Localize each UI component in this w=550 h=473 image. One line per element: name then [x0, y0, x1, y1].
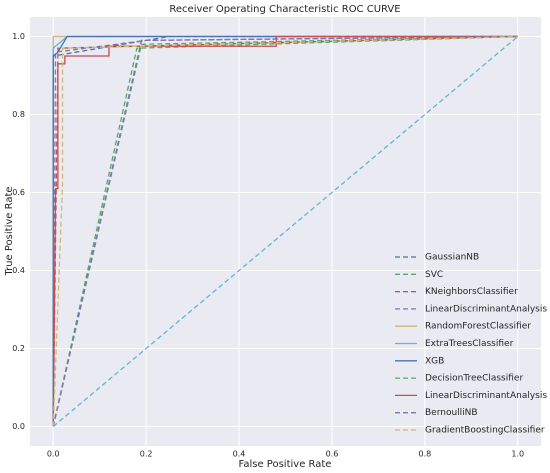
legend-label: ExtraTreesClassifier	[425, 339, 514, 349]
y-tick-label: 0.0	[12, 422, 25, 431]
legend-label: BernoulliNB	[425, 408, 478, 418]
x-tick-label: 0.0	[47, 450, 60, 459]
y-tick-label: 1.0	[12, 32, 25, 41]
legend-label: LinearDiscriminantAnalysis	[425, 304, 547, 314]
y-tick-label: 0.8	[12, 110, 25, 119]
y-axis-label: True Positive Rate	[4, 186, 15, 276]
legend-label: SVC	[425, 270, 443, 280]
legend-label: GradientBoostingClassifier	[425, 426, 545, 436]
chart-title: Receiver Operating Characteristic ROC CU…	[169, 4, 400, 15]
legend-label: KNeighborsClassifier	[425, 287, 518, 297]
x-tick-label: 0.6	[326, 450, 339, 459]
legend-label: LinearDiscriminantAnalysis	[425, 391, 547, 401]
legend-label: RandomForestClassifier	[425, 322, 531, 332]
x-tick-label: 0.2	[140, 450, 153, 459]
y-tick-label: 0.6	[12, 188, 25, 197]
series-line	[52, 35, 518, 427]
reference-line	[52, 36, 519, 427]
series-line	[52, 35, 518, 427]
legend-label: XGB	[425, 356, 444, 366]
x-tick-label: 1.0	[511, 450, 524, 459]
y-tick-label: 0.4	[12, 266, 25, 275]
series-line	[52, 35, 518, 427]
legend-label: GaussianNB	[425, 253, 479, 263]
legend-label: DecisionTreeClassifier	[425, 374, 523, 384]
x-tick-label: 0.8	[418, 450, 431, 459]
y-tick-label: 0.2	[12, 344, 25, 353]
x-axis-label: False Positive Rate	[239, 459, 332, 470]
x-tick-label: 0.4	[233, 450, 246, 459]
